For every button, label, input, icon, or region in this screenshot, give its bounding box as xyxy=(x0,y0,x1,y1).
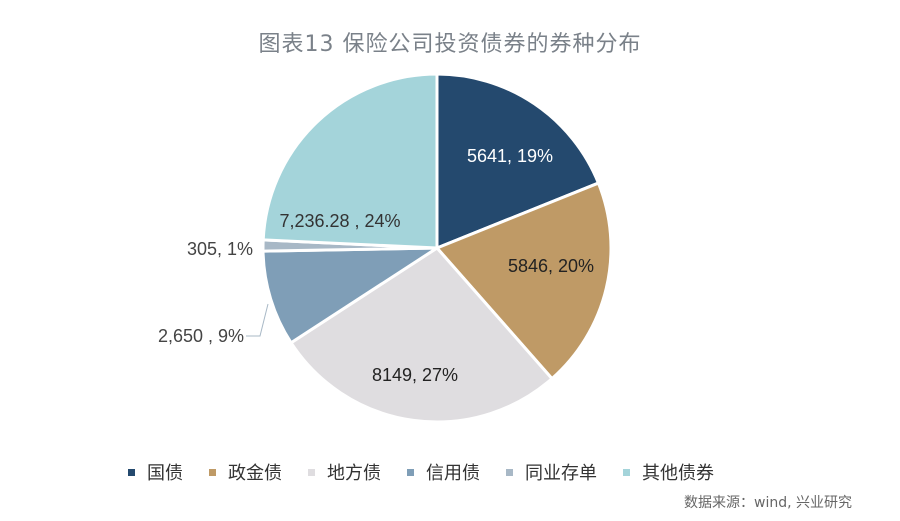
data-label: 5846, 20% xyxy=(508,256,594,276)
legend-item: 信用债 xyxy=(407,459,480,485)
legend-label: 地方债 xyxy=(327,463,381,484)
pie-slice-6 xyxy=(261,72,439,250)
leader-line xyxy=(246,303,269,337)
pie-slice-3 xyxy=(289,246,554,424)
legend-swatch xyxy=(506,468,513,476)
pie-slice-1 xyxy=(435,72,600,250)
legend-label: 国债 xyxy=(147,463,183,484)
legend-swatch xyxy=(623,468,630,476)
source-note: 数据来源：wind, 兴业研究 xyxy=(684,495,852,511)
pie-slice-2 xyxy=(435,181,613,381)
chart-title: 图表13 保险公司投资债券的券种分布 xyxy=(258,32,642,57)
legend-label: 同业存单 xyxy=(525,463,597,484)
legend: 国债 政金债 地方债 信用债 同业存单 其他债券 xyxy=(128,459,740,485)
data-label: 7,236.28 , 24% xyxy=(279,211,400,231)
legend-item: 同业存单 xyxy=(506,459,597,485)
legend-label: 信用债 xyxy=(426,463,480,484)
legend-swatch xyxy=(308,468,315,476)
data-label: 305, 1% xyxy=(187,239,253,259)
pie-slices xyxy=(261,72,613,424)
legend-item: 国债 xyxy=(128,459,183,485)
data-label: 5641, 19% xyxy=(467,146,553,166)
pie-slice-4 xyxy=(261,246,439,345)
legend-item: 政金债 xyxy=(209,459,282,485)
legend-swatch xyxy=(128,468,135,476)
legend-label: 政金债 xyxy=(228,463,282,484)
legend-item: 其他债券 xyxy=(623,459,714,485)
legend-swatch xyxy=(407,468,414,476)
data-label: 2,650 , 9% xyxy=(158,326,244,346)
legend-label: 其他债券 xyxy=(642,463,714,484)
pie-labels: 5641, 19% 5846, 20% 8149, 27% 2,650 , 9% 305… xyxy=(158,146,594,385)
legend-item: 地方债 xyxy=(308,459,381,485)
data-label: 8149, 27% xyxy=(372,365,458,385)
legend-swatch xyxy=(209,468,216,476)
